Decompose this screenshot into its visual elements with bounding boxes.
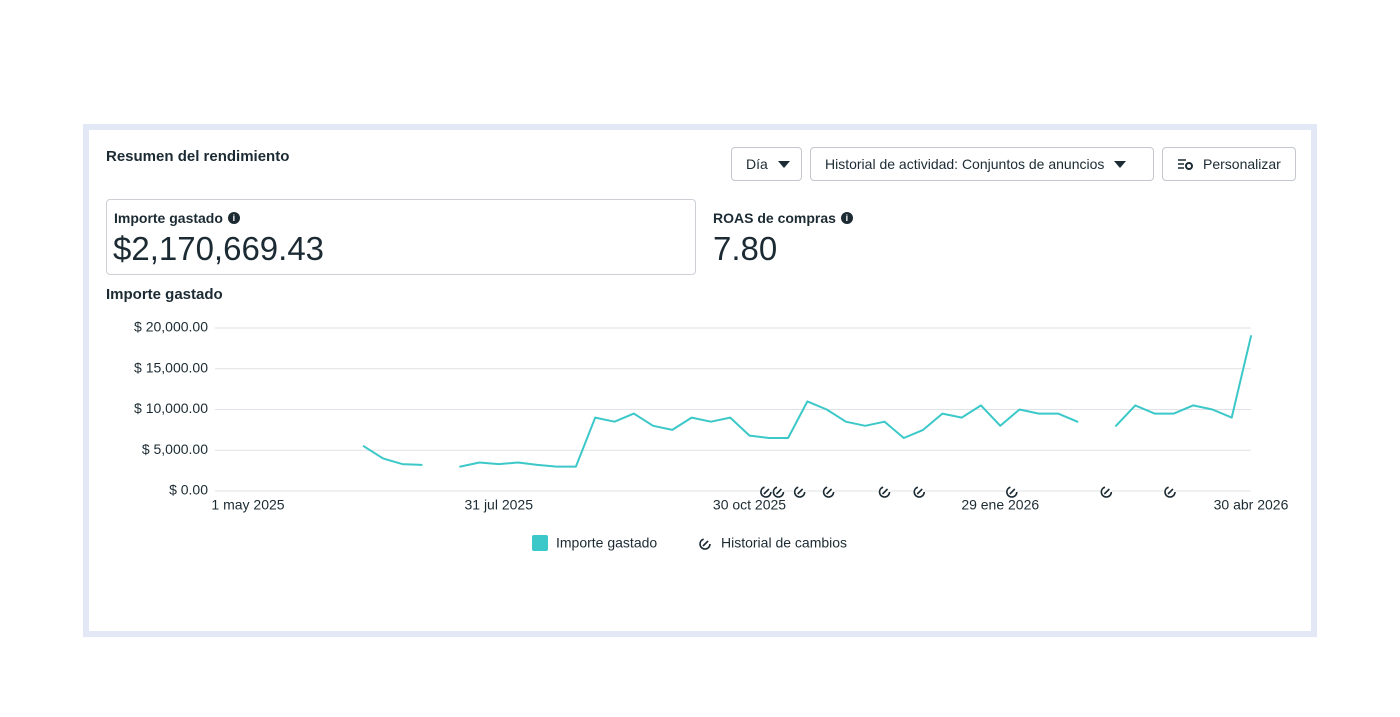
button-label: Historial de actividad: Conjuntos de anu… <box>825 156 1105 172</box>
y-tick-label: $ 0.00 <box>169 482 208 498</box>
data-line <box>362 335 1252 468</box>
settings-icon <box>1178 159 1193 170</box>
y-tick-label: $ 10,000.00 <box>134 400 208 416</box>
y-tick-label: $ 15,000.00 <box>134 359 208 375</box>
icon-needle <box>797 488 804 495</box>
activity-dropdown[interactable]: Historial de actividad: Conjuntos de anu… <box>810 147 1154 181</box>
change-marker <box>793 486 806 498</box>
icon-needle <box>1103 488 1110 495</box>
panel-title: Resumen del rendimiento <box>106 148 290 165</box>
icon-needle <box>1009 488 1016 495</box>
change-marker <box>822 486 835 498</box>
metric-value: 7.80 <box>713 230 778 267</box>
x-tick-label: 29 ene 2026 <box>961 497 1039 513</box>
metric-value: $2,170,669.43 <box>113 230 325 267</box>
info-icon[interactable]: i <box>840 212 853 224</box>
change-marker <box>772 486 785 498</box>
dropdown-arrow <box>777 160 790 168</box>
legend-icon <box>699 538 711 550</box>
change-marker <box>1006 486 1018 498</box>
change-marker <box>878 486 891 498</box>
change-marker <box>760 486 772 498</box>
metric-label: ROAS de compras i <box>713 210 853 226</box>
x-tick-label: 1 may 2025 <box>211 497 284 513</box>
info-icon[interactable]: i <box>227 212 240 224</box>
y-tick-label: $ 20,000.00 <box>134 319 208 335</box>
x-tick-label: 30 oct 2025 <box>713 497 786 513</box>
metric-label-text: ROAS de compras <box>713 210 836 226</box>
icon-needle <box>916 488 923 495</box>
icon-needle <box>775 488 782 495</box>
change-marker <box>1164 486 1176 498</box>
icon-needle <box>1167 488 1174 495</box>
period-dropdown[interactable]: Día <box>731 147 802 181</box>
icon-needle <box>881 488 889 495</box>
x-tick-label: 30 abr 2026 <box>1214 497 1289 513</box>
x-tick-label: 31 jul 2025 <box>464 497 533 513</box>
change-marker <box>1100 486 1113 498</box>
legend-label: Importe gastado <box>556 535 657 551</box>
change-marker <box>913 486 926 498</box>
metric-label: Importe gastado i <box>114 210 240 226</box>
button-label: Personalizar <box>1203 156 1281 172</box>
legend-swatch <box>532 535 548 551</box>
chart-title: Importe gastado <box>106 286 223 303</box>
icon-needle <box>702 540 709 547</box>
metric-card[interactable] <box>106 199 696 275</box>
dropdown-arrow <box>1114 160 1127 168</box>
icon-needle <box>763 488 770 495</box>
button-label: Día <box>746 156 768 172</box>
metric-label-text: Importe gastado <box>114 210 223 226</box>
customize-button[interactable]: Personalizar <box>1162 147 1296 181</box>
legend-label: Historial de cambios <box>721 535 847 551</box>
y-tick-label: $ 5,000.00 <box>142 441 208 457</box>
panel <box>83 124 1317 637</box>
icon-needle <box>826 488 833 495</box>
